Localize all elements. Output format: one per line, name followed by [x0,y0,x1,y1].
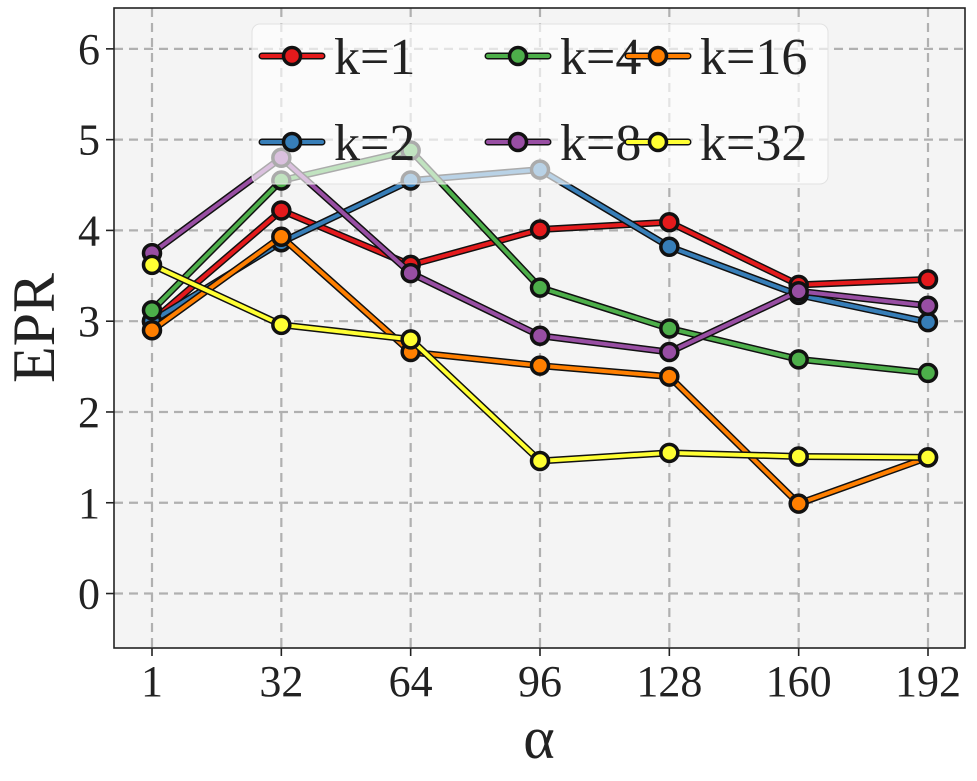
x-tick-label: 192 [895,657,961,706]
series-k-32 [141,254,939,472]
y-tick-label: 0 [78,570,100,619]
y-tick-label: 1 [78,479,100,528]
legend-marker [507,45,529,67]
legend-label: k=32 [700,115,807,172]
legend-item: k=16 [624,29,807,86]
data-point [917,447,939,468]
data-point [659,366,680,387]
y-tick-label: 3 [78,297,100,346]
x-tick-label: 96 [518,657,562,706]
data-point [917,311,939,333]
legend-item: k=1 [258,29,415,86]
data-point [659,236,680,258]
data-point [529,277,551,298]
legend-marker [647,131,669,153]
data-point [788,446,809,467]
data-point [788,493,809,514]
data-point [271,226,292,248]
y-tick-label: 6 [78,25,100,74]
y-tick-label: 2 [78,388,100,437]
data-point [141,320,163,341]
data-point [400,262,421,284]
data-point [141,254,163,276]
x-tick-label: 160 [766,657,832,706]
data-point [659,211,680,233]
x-tick-label: 32 [259,657,303,706]
x-tick-label: 1 [141,657,163,706]
data-point [659,318,680,339]
legend-marker [281,131,303,153]
y-axis-label: EPR [1,273,67,383]
data-point [917,362,939,384]
data-point [659,442,680,464]
legend-label: k=2 [334,115,415,172]
data-point [271,200,292,221]
legend-marker [507,131,529,153]
data-point [141,300,163,321]
legend-label: k=1 [334,29,415,86]
data-point [917,269,939,290]
data-point [271,314,292,336]
legend-marker [281,45,303,67]
legend-label: k=16 [700,29,807,86]
data-point [917,295,939,317]
data-point [400,329,421,350]
data-point [788,280,809,302]
legend-marker [647,45,669,67]
x-tick-label: 128 [636,657,702,706]
data-point [788,349,809,370]
y-tick-label: 5 [78,116,100,165]
data-point [529,450,551,472]
data-point [529,355,551,376]
legend-item: k=32 [624,115,807,172]
data-point [529,325,551,346]
data-point [529,219,551,240]
x-tick-label: 64 [389,657,433,706]
legend-item: k=2 [258,115,415,172]
legend: k=1k=2k=4k=8k=16k=32 [251,23,829,185]
y-tick-label: 4 [78,206,100,255]
data-point [659,341,680,363]
x-axis-label: α [523,705,554,771]
series-layer [141,140,939,514]
